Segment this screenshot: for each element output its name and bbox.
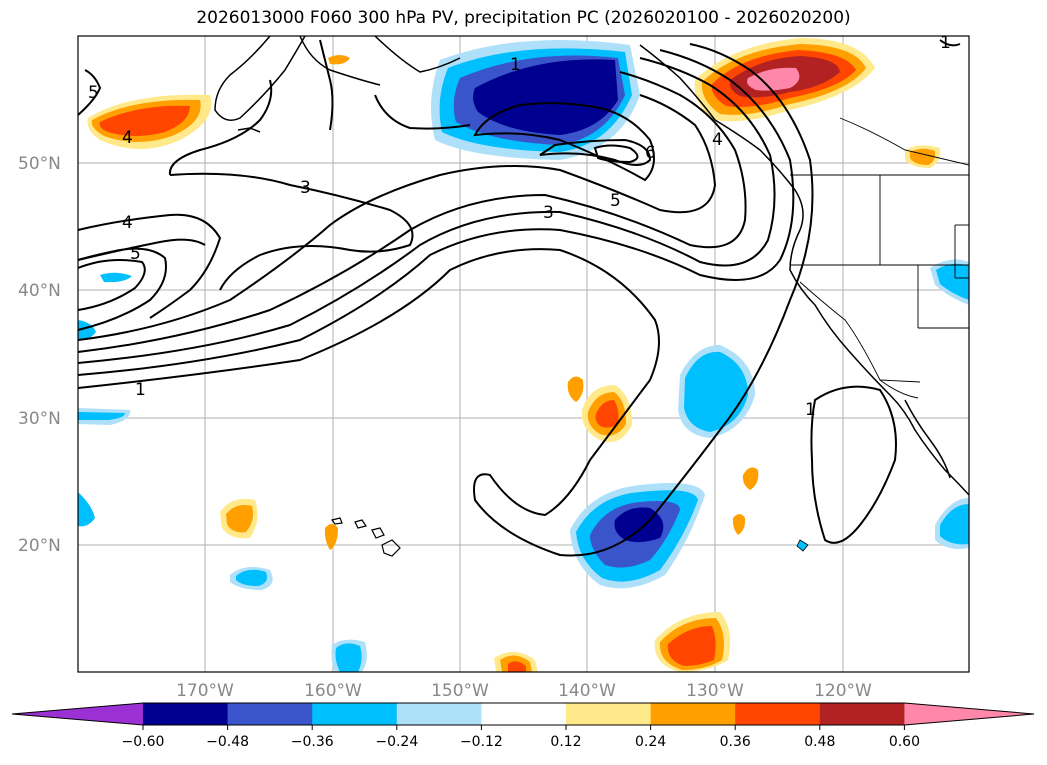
lon-label: 140°W [558,681,616,701]
colorbar-tick-label: 0.12 [550,734,581,750]
contour-label: 5 [88,83,99,103]
precip-neg-small-9 [796,539,809,552]
contour-label: 1 [940,33,951,53]
precip-neg-small-2b [335,643,362,672]
contour-labels: 5 4 3 4 5 1 1 6 3 5 4 1 1 [88,33,951,420]
colorbar-segment [735,703,821,725]
contour-label: 5 [610,191,621,211]
precip-pos-small-5 [742,467,759,490]
colorbar-tick-label: 0.60 [889,734,920,750]
colorbar-segment [650,703,736,725]
precip-pos-small-2c [508,661,526,672]
colorbar-tick-label: −0.24 [375,734,418,750]
colorbar-extend-high [904,703,1034,725]
colorbar-segment [143,703,229,725]
precip-neg-small-5b [78,412,125,420]
precip-pos-strongest [747,67,800,91]
contour-label: 1 [510,55,521,75]
contour-label: 4 [712,130,723,150]
colorbar-segment [566,703,652,725]
colorbar-tick-label: −0.12 [460,734,503,750]
precip-shading [78,38,969,672]
precip-pos-small-1b [226,505,254,533]
contour-label: 6 [645,143,656,163]
colorbar-tick-label: 0.24 [635,734,666,750]
lon-label: 130°W [686,681,744,701]
contour-label: 4 [122,128,133,148]
precip-pos-small-7 [324,524,338,550]
precip-pos-small-6 [732,514,746,535]
lon-label: 160°W [304,681,362,701]
precip-neg-small-7 [78,492,95,527]
colorbar-tick-label: −0.60 [122,734,165,750]
lon-label: 170°W [176,681,234,701]
precip-pos-nw-strong [99,105,190,136]
colorbar-segment [312,703,398,725]
contour-label: 3 [543,203,554,223]
precip-pos-se-strong [667,626,716,666]
colorbar-segment [396,703,482,725]
colorbar: −0.60 −0.48 −0.36 −0.24 −0.12 0.12 0.24 0.36 0.4… [11,702,1035,750]
precip-neg-small-3b [936,263,969,300]
precip-neg-small-8 [100,272,132,283]
precip-pos-small-4 [567,376,584,402]
precip-neg-small-1b [236,569,267,586]
map-frame [77,35,970,673]
colorbar-segment [481,703,567,725]
colorbar-tick-label: 0.36 [720,734,751,750]
lat-label: 20°N [18,536,61,556]
colorbar-segment [819,703,905,725]
lat-label: 40°N [18,281,61,301]
precip-neg-south-strongest [614,507,664,543]
colorbar-segment [227,703,313,725]
lat-label: 50°N [18,154,61,174]
colorbar-extend-low [12,703,143,725]
lat-labels: 50°N 40°N 30°N 20°N [18,154,61,556]
coastlines [214,35,970,496]
lat-label: 30°N [18,409,61,429]
precip-pos-central-strong [595,400,619,428]
contour-label: 3 [300,178,311,198]
colorbar-tick-label: 0.48 [804,734,835,750]
lon-label: 120°W [814,681,872,701]
lon-label: 150°W [431,681,489,701]
borders [790,117,970,399]
precip-neg-small-6 [78,320,96,341]
precip-neg-small-4b [940,504,969,545]
map-title: 2026013000 F060 300 hPa PV, precipitatio… [196,8,851,28]
lon-labels: 170°W 160°W 150°W 140°W 130°W 120°W [176,681,872,701]
precip-pos-small-8 [328,55,350,65]
precip-neg-strongest [473,59,618,135]
contour-label: 4 [122,213,133,233]
precip-neg-east-moderate [684,351,748,432]
colorbar-tick-label: −0.36 [291,734,334,750]
contour-label: 5 [130,244,141,264]
pv-contours [77,39,961,557]
hawaii-islands [330,517,401,557]
contour-label: 1 [135,380,146,400]
colorbar-tick-label: −0.48 [206,734,249,750]
contour-label: 1 [805,400,816,420]
